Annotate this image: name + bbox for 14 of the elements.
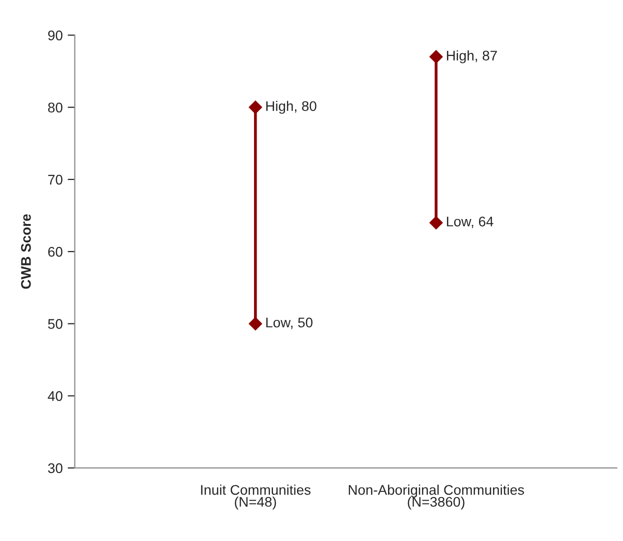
y-tick-label: 40 [48,391,62,401]
x-tick-label: Inuit Communities (N=48) [201,484,311,510]
data-label: High, 80 [266,100,316,114]
data-label: Low, 64 [446,216,494,228]
y-tick-label: 80 [48,102,62,112]
y-axis-title: CWB Score [21,214,31,289]
data-label: Low, 50 [266,318,312,330]
data-label: High, 87 [446,50,497,64]
y-tick-label: 30 [48,463,62,474]
y-tick-label: 60 [48,246,62,257]
x-tick-label: Non-Aboriginal Communities (N=3860) [348,484,524,510]
y-tick-label: 90 [48,30,62,40]
y-tick-label: 50 [48,319,62,329]
y-tick-label: 70 [48,174,62,185]
